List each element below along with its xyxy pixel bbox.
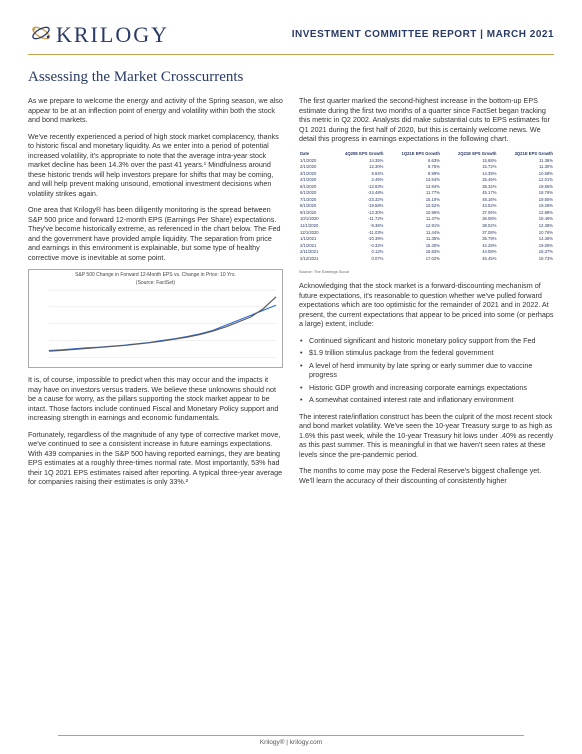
eps-growth-table: Date4Q20E EPS Growth1Q21E EPS Growth2Q21…: [299, 151, 554, 262]
article-title: Assessing the Market Crosscurrents: [28, 69, 554, 86]
list-item: $1.9 trillion stimulus package from the …: [309, 348, 554, 358]
brand-name: KRILOGY: [56, 22, 169, 48]
table-row: 2/12/20210.07%17.02%45.45%18.73%: [299, 255, 554, 262]
brand-logo: KRILOGY: [28, 20, 169, 48]
body-columns: As we prepare to welcome the energy and …: [28, 96, 554, 494]
list-item: Historic GDP growth and increasing corpo…: [309, 383, 554, 393]
table-cell: 0.07%: [328, 255, 385, 262]
para: We've recently experienced a period of h…: [28, 132, 283, 199]
para: It is, of course, impossible to predict …: [28, 375, 283, 423]
expectations-list: Continued significant and historic monet…: [299, 336, 554, 405]
para: As we prepare to welcome the energy and …: [28, 96, 283, 125]
table-source: Source: The Earnings Scout: [299, 269, 554, 274]
footer-text: Krilogy® | krilogy.com: [260, 739, 322, 746]
list-item: A level of herd immunity by late spring …: [309, 361, 554, 380]
table-cell: 2/12/2021: [299, 255, 328, 262]
list-item: A somewhat contained interest rate and i…: [309, 395, 554, 405]
table-cell: 18.73%: [497, 255, 554, 262]
chart-canvas: [31, 287, 280, 365]
para: The interest rate/inflation construct ha…: [299, 412, 554, 460]
report-title: INVESTMENT COMMITTEE REPORT | MARCH 2021: [292, 29, 554, 40]
chart-source: (Source: FactSet): [31, 280, 280, 287]
right-column: The first quarter marked the second-high…: [299, 96, 554, 494]
chart-title: S&P 500 Change in Forward 12-Month EPS v…: [31, 272, 280, 279]
table-cell: 17.02%: [384, 255, 441, 262]
para: Acknowledging that the stock market is a…: [299, 281, 554, 329]
para: The months to come may pose the Federal …: [299, 466, 554, 485]
eps-price-chart: S&P 500 Change in Forward 12-Month EPS v…: [28, 269, 283, 368]
para: Fortunately, regardless of the magnitude…: [28, 430, 283, 487]
para: The first quarter marked the second-high…: [299, 96, 554, 144]
krilogy-rings-icon: [28, 20, 54, 46]
page-header: KRILOGY INVESTMENT COMMITTEE REPORT | MA…: [28, 20, 554, 55]
page-footer: Krilogy® | krilogy.com: [0, 735, 582, 746]
table-cell: 45.45%: [441, 255, 498, 262]
left-column: As we prepare to welcome the energy and …: [28, 96, 283, 494]
para: One area that Krilogy® has been diligent…: [28, 205, 283, 262]
list-item: Continued significant and historic monet…: [309, 336, 554, 346]
footer-rule: [58, 735, 524, 736]
